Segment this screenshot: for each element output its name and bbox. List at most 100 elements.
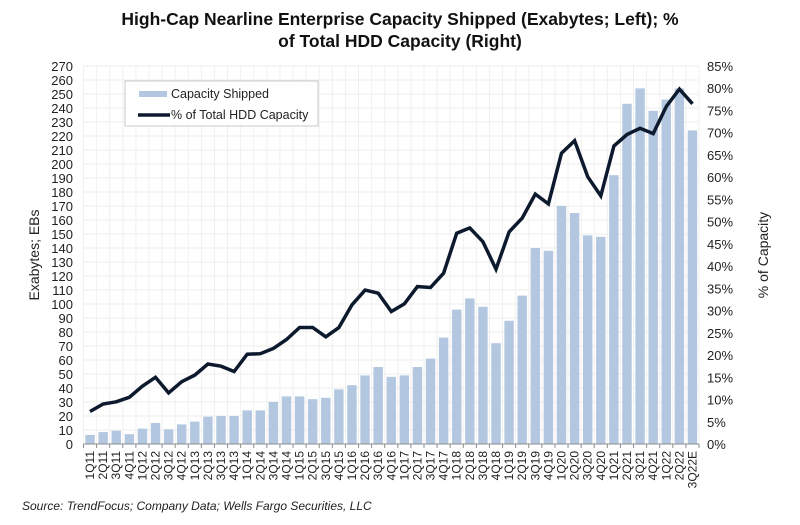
left-tick-label: 50 (59, 367, 73, 382)
x-tick-label: 3Q14 (266, 451, 280, 481)
right-tick-label: 5% (707, 415, 726, 430)
x-tick-label: 2Q19 (515, 451, 529, 481)
left-tick-label: 250 (51, 87, 73, 102)
bar-3Q22E (687, 130, 698, 444)
left-tick-label: 90 (59, 311, 73, 326)
x-tick-label: 3Q12 (162, 451, 176, 481)
bar-4Q12 (177, 424, 187, 444)
right-tick-label: 35% (707, 281, 733, 296)
left-tick-label: 190 (51, 171, 73, 186)
bar-3Q15 (321, 397, 331, 444)
left-tick-label: 180 (51, 185, 73, 200)
right-tick-label: 70% (707, 126, 733, 141)
x-tick-label: 2Q20 (568, 451, 582, 481)
bar-2Q18 (465, 298, 475, 444)
x-tick-label: 1Q12 (135, 451, 149, 481)
bar-2Q17 (412, 367, 423, 444)
left-tick-label: 100 (51, 297, 73, 312)
x-tick-label: 4Q18 (489, 451, 503, 481)
left-tick-label: 170 (51, 199, 73, 214)
left-tick-label: 150 (51, 227, 73, 242)
bar-2Q16 (360, 375, 370, 444)
bar-2Q22 (674, 88, 685, 445)
chart-title: High-Cap Nearline Enterprise Capacity Sh… (0, 8, 800, 52)
right-tick-label: 20% (707, 348, 733, 363)
bar-1Q22 (661, 99, 671, 444)
bar-4Q13 (229, 416, 239, 444)
bar-1Q13 (190, 421, 200, 444)
left-tick-label: 70 (59, 339, 73, 354)
bar-4Q11 (124, 434, 135, 444)
x-tick-label: 1Q16 (345, 451, 359, 481)
right-axis-title: % of Capacity (755, 212, 771, 298)
left-tick-label: 130 (51, 255, 73, 270)
right-tick-label: 45% (707, 237, 733, 252)
bar-2Q21 (622, 103, 632, 445)
x-tick-label: 2Q21 (620, 451, 634, 481)
bar-1Q18 (452, 309, 462, 444)
left-tick-label: 60 (59, 353, 73, 368)
x-tick-label: 4Q17 (437, 451, 451, 481)
bar-1Q17 (399, 375, 410, 444)
bar-3Q19 (530, 248, 541, 444)
left-tick-label: 140 (51, 241, 73, 256)
x-tick-label: 1Q13 (188, 451, 202, 481)
x-tick-label: 2Q14 (253, 451, 267, 481)
bar-4Q16 (386, 376, 396, 444)
x-tick-label: 4Q19 (541, 451, 555, 481)
left-axis-title: Exabytes; EBs (26, 209, 42, 300)
bar-3Q20 (582, 235, 593, 444)
x-tick-label: 3Q11 (109, 451, 123, 480)
x-tick-label: 2Q18 (463, 451, 477, 481)
x-tick-label: 1Q17 (397, 451, 411, 481)
bar-4Q14 (281, 396, 292, 444)
bar-4Q21 (648, 110, 658, 445)
left-tick-label: 40 (59, 381, 73, 396)
bar-1Q12 (137, 428, 148, 444)
bar-3Q13 (216, 416, 226, 444)
x-tick-label: 4Q12 (175, 451, 189, 481)
right-tick-label: 30% (707, 304, 733, 319)
left-tick-label: 260 (51, 73, 73, 88)
left-tick-label: 230 (51, 115, 73, 130)
x-tick-label: 3Q17 (424, 451, 438, 481)
right-tick-label: 60% (707, 170, 733, 185)
legend-swatch-bar (139, 91, 167, 97)
right-axis: 0% 5% 10% 15% 20% 25% 30% 35% 40% 45% 50% 55% 60% 65%… (707, 59, 733, 452)
right-tick-label: 55% (707, 192, 733, 207)
chart-title-line-1: High-Cap Nearline Enterprise Capacity Sh… (121, 9, 679, 29)
left-tick-label: 0 (66, 437, 73, 452)
x-tick-label: 3Q18 (476, 451, 490, 481)
right-tick-label: 10% (707, 393, 733, 408)
left-tick-label: 210 (51, 143, 73, 158)
x-tick-label: 1Q20 (555, 451, 569, 481)
x-tick-label: 2Q11 (96, 451, 110, 480)
bar-2Q20 (569, 213, 580, 444)
x-tick-label: 4Q20 (594, 451, 608, 481)
right-tick-label: 80% (707, 81, 733, 96)
x-axis: 1Q11 2Q11 3Q11 4Q11 1Q12 2Q12 3Q12 4Q12 1Q13 2Q13… (83, 443, 700, 488)
left-tick-label: 20 (59, 409, 73, 424)
x-tick-label: 2Q15 (306, 451, 320, 481)
bar-4Q17 (438, 337, 449, 444)
bar-1Q15 (294, 396, 305, 444)
x-tick-label: 3Q22E (686, 451, 700, 488)
right-tick-label: 75% (707, 103, 733, 118)
left-tick-label: 270 (51, 59, 73, 74)
bar-3Q18 (478, 306, 488, 444)
right-tick-label: 50% (707, 215, 733, 230)
x-tick-label: 4Q15 (332, 451, 346, 481)
x-tick-label: 4Q11 (122, 451, 136, 480)
legend-label-pct-total-hdd: % of Total HDD Capacity (171, 108, 309, 122)
x-tick-label: 3Q21 (633, 451, 647, 481)
bar-2Q11 (98, 432, 108, 444)
x-tick-label: 2Q13 (201, 451, 215, 481)
bar-4Q18 (491, 343, 501, 444)
left-tick-label: 220 (51, 129, 73, 144)
bar-4Q19 (543, 250, 554, 444)
x-tick-label: 4Q21 (646, 451, 660, 481)
right-tick-label: 40% (707, 259, 733, 274)
x-tick-label: 2Q12 (149, 451, 163, 481)
right-tick-label: 65% (707, 148, 733, 163)
x-tick-label: 1Q22 (659, 451, 673, 481)
